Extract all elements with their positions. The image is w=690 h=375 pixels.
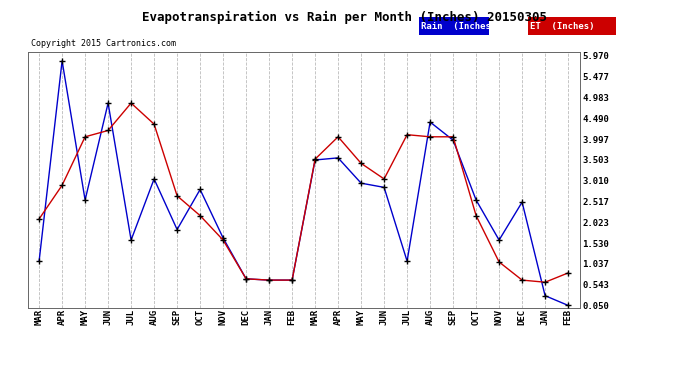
Text: Copyright 2015 Cartronics.com: Copyright 2015 Cartronics.com bbox=[31, 39, 176, 48]
Bar bbox=[420, 17, 489, 35]
Bar bbox=[527, 17, 615, 35]
Text: Evapotranspiration vs Rain per Month (Inches) 20150305: Evapotranspiration vs Rain per Month (In… bbox=[143, 11, 547, 24]
Text: ET  (Inches): ET (Inches) bbox=[529, 22, 594, 31]
Text: Rain  (Inches): Rain (Inches) bbox=[422, 22, 497, 31]
